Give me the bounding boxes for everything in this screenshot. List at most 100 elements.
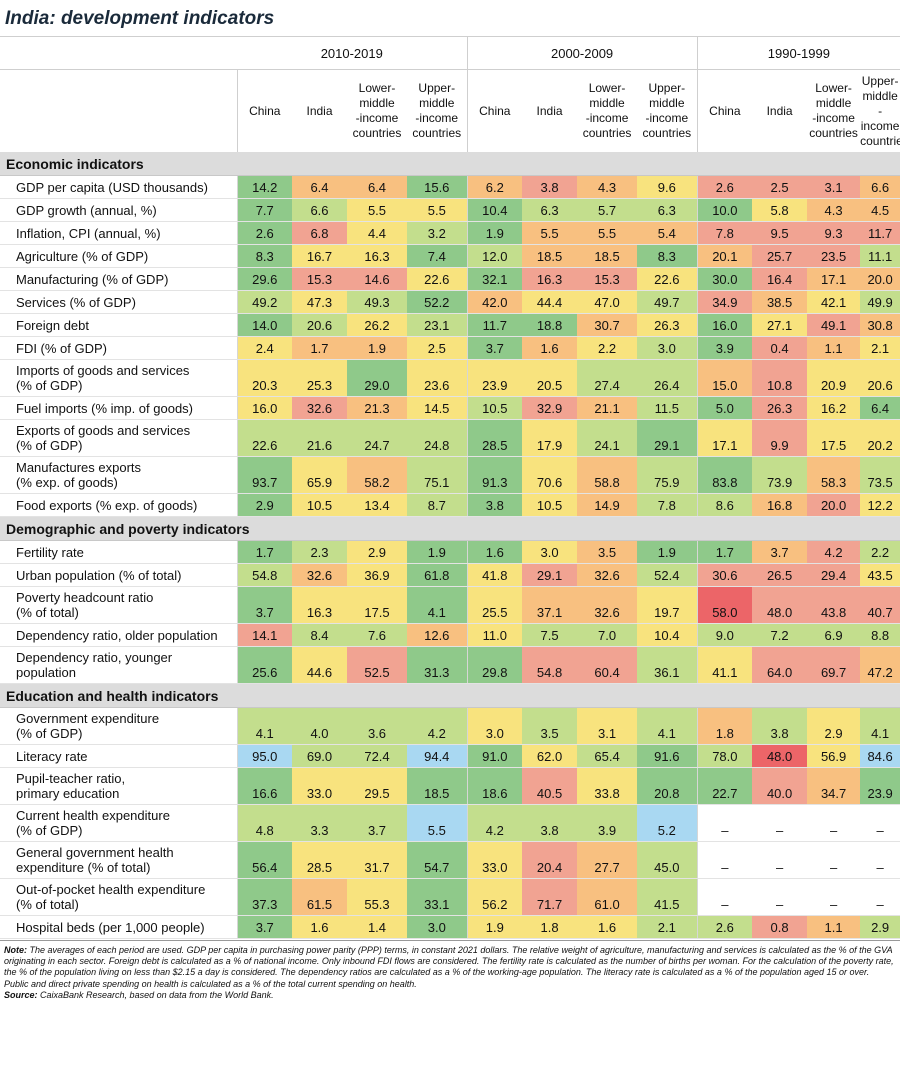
value-cell: 29.8	[466, 646, 523, 684]
table-row: Imports of goods and services (% of GDP)…	[0, 359, 900, 397]
value-cell: 5.5	[407, 804, 468, 842]
value-cell: 29.1	[522, 563, 578, 587]
value-cell: 18.5	[522, 244, 578, 268]
table-row: Literacy rate 95.0 69.0 72.4 94.4 91.0 62.0 65.…	[0, 744, 900, 768]
value-cell: 14.1	[236, 623, 292, 647]
value-cell: 3.8	[466, 493, 523, 517]
value-cell: 33.0	[292, 767, 347, 805]
section-header-row: Economic indicators	[0, 152, 900, 176]
value-cell: 20.0	[807, 493, 861, 517]
page-title: India: development indicators	[5, 8, 275, 29]
period-header-spacer	[0, 36, 237, 70]
value-cell: 4.2	[807, 540, 861, 564]
value-cell: 2.6	[696, 175, 753, 199]
value-cell: 4.1	[236, 707, 292, 745]
value-cell: 1.7	[696, 540, 753, 564]
value-cell: 3.7	[752, 540, 808, 564]
column-header: Lower- middle -income countries	[809, 81, 858, 140]
value-cell: –	[696, 878, 753, 916]
table-row: Dependency ratio, older population 14.1 8.…	[0, 623, 900, 647]
value-cell: 32.9	[522, 396, 578, 420]
value-cell: 25.6	[236, 646, 292, 684]
value-cell: 1.8	[522, 915, 578, 939]
value-cell: 16.8	[752, 493, 808, 517]
value-cell: 1.9	[637, 540, 698, 564]
value-cell: 11.7	[466, 313, 523, 337]
value-cell: 33.0	[466, 841, 523, 879]
value-cell: 16.2	[807, 396, 861, 420]
value-cell: 62.0	[522, 744, 578, 768]
value-cell: 22.6	[637, 267, 698, 291]
indicator-label: Foreign debt	[0, 313, 237, 337]
column-header: China	[696, 69, 753, 152]
indicator-label: Pupil-teacher ratio, primary education	[0, 767, 237, 805]
value-cell: 65.4	[577, 744, 638, 768]
source-label: Source:	[4, 989, 38, 1000]
value-cell: 29.4	[807, 563, 861, 587]
value-cell: 10.5	[522, 493, 578, 517]
value-cell: 69.7	[807, 646, 861, 684]
value-cell: 14.9	[577, 493, 638, 517]
value-cell: 54.8	[522, 646, 578, 684]
table-row: Agriculture (% of GDP) 8.3 16.7 16.3 7.4 12.0…	[0, 244, 900, 268]
value-cell: 70.6	[522, 456, 578, 494]
value-cell: 6.4	[860, 396, 900, 420]
value-cell: 7.2	[752, 623, 808, 647]
indicator-label: Out-of-pocket health expenditure (% of t…	[0, 878, 237, 916]
value-cell: 4.8	[236, 804, 292, 842]
value-cell: 37.3	[236, 878, 292, 916]
value-cell: 30.0	[696, 267, 753, 291]
value-cell: 22.6	[236, 419, 292, 457]
value-cell: 5.7	[577, 198, 638, 222]
value-cell: 47.2	[860, 646, 900, 684]
value-cell: 17.1	[696, 419, 753, 457]
period-header-row: 2010-2019 2000-2009 1990-1999	[0, 36, 900, 70]
value-cell: 56.2	[466, 878, 523, 916]
value-cell: 26.4	[637, 359, 698, 397]
value-cell: 1.8	[696, 707, 753, 745]
value-cell: 3.7	[236, 915, 292, 939]
value-cell: 7.0	[577, 623, 638, 647]
value-cell: 23.1	[407, 313, 468, 337]
value-cell: 3.0	[522, 540, 578, 564]
value-cell: 2.9	[860, 915, 900, 939]
value-cell: 56.4	[236, 841, 292, 879]
section-title: Education and health indicators	[0, 683, 900, 708]
value-cell: 20.8	[637, 767, 698, 805]
value-cell: 91.3	[466, 456, 523, 494]
value-cell: 1.6	[522, 336, 578, 360]
indicator-label: Hospital beds (per 1,000 people)	[0, 915, 237, 939]
value-cell: 2.9	[347, 540, 407, 564]
value-cell: 1.9	[347, 336, 407, 360]
value-cell: 0.4	[752, 336, 808, 360]
value-cell: 20.2	[860, 419, 900, 457]
column-header: India	[536, 103, 563, 118]
indicator-label: Manufacturing (% of GDP)	[0, 267, 237, 291]
value-cell: 73.5	[860, 456, 900, 494]
value-cell: 16.3	[292, 586, 347, 624]
value-cell: 10.0	[696, 198, 753, 222]
value-cell: 49.3	[347, 290, 407, 314]
indicator-label: FDI (% of GDP)	[0, 336, 237, 360]
value-cell: 27.1	[752, 313, 808, 337]
section-header-row: Demographic and poverty indicators	[0, 516, 900, 541]
value-cell: 16.6	[236, 767, 292, 805]
value-cell: 58.2	[347, 456, 407, 494]
value-cell: 6.2	[466, 175, 523, 199]
value-cell: 10.4	[466, 198, 523, 222]
value-cell: 32.6	[577, 586, 638, 624]
value-cell: 20.6	[292, 313, 347, 337]
value-cell: 2.9	[807, 707, 861, 745]
value-cell: 16.7	[292, 244, 347, 268]
value-cell: 4.2	[407, 707, 468, 745]
indicator-label: Exports of goods and services (% of GDP)	[0, 419, 237, 457]
value-cell: 15.3	[577, 267, 638, 291]
column-header: China	[466, 69, 523, 152]
section-header-row: Education and health indicators	[0, 683, 900, 708]
indicator-label: Fuel imports (% imp. of goods)	[0, 396, 237, 420]
value-cell: 7.4	[407, 244, 468, 268]
value-cell: 42.0	[466, 290, 523, 314]
value-cell: 4.1	[637, 707, 698, 745]
indicator-label: Government expenditure (% of GDP)	[0, 707, 237, 745]
indicator-label: GDP growth (annual, %)	[0, 198, 237, 222]
